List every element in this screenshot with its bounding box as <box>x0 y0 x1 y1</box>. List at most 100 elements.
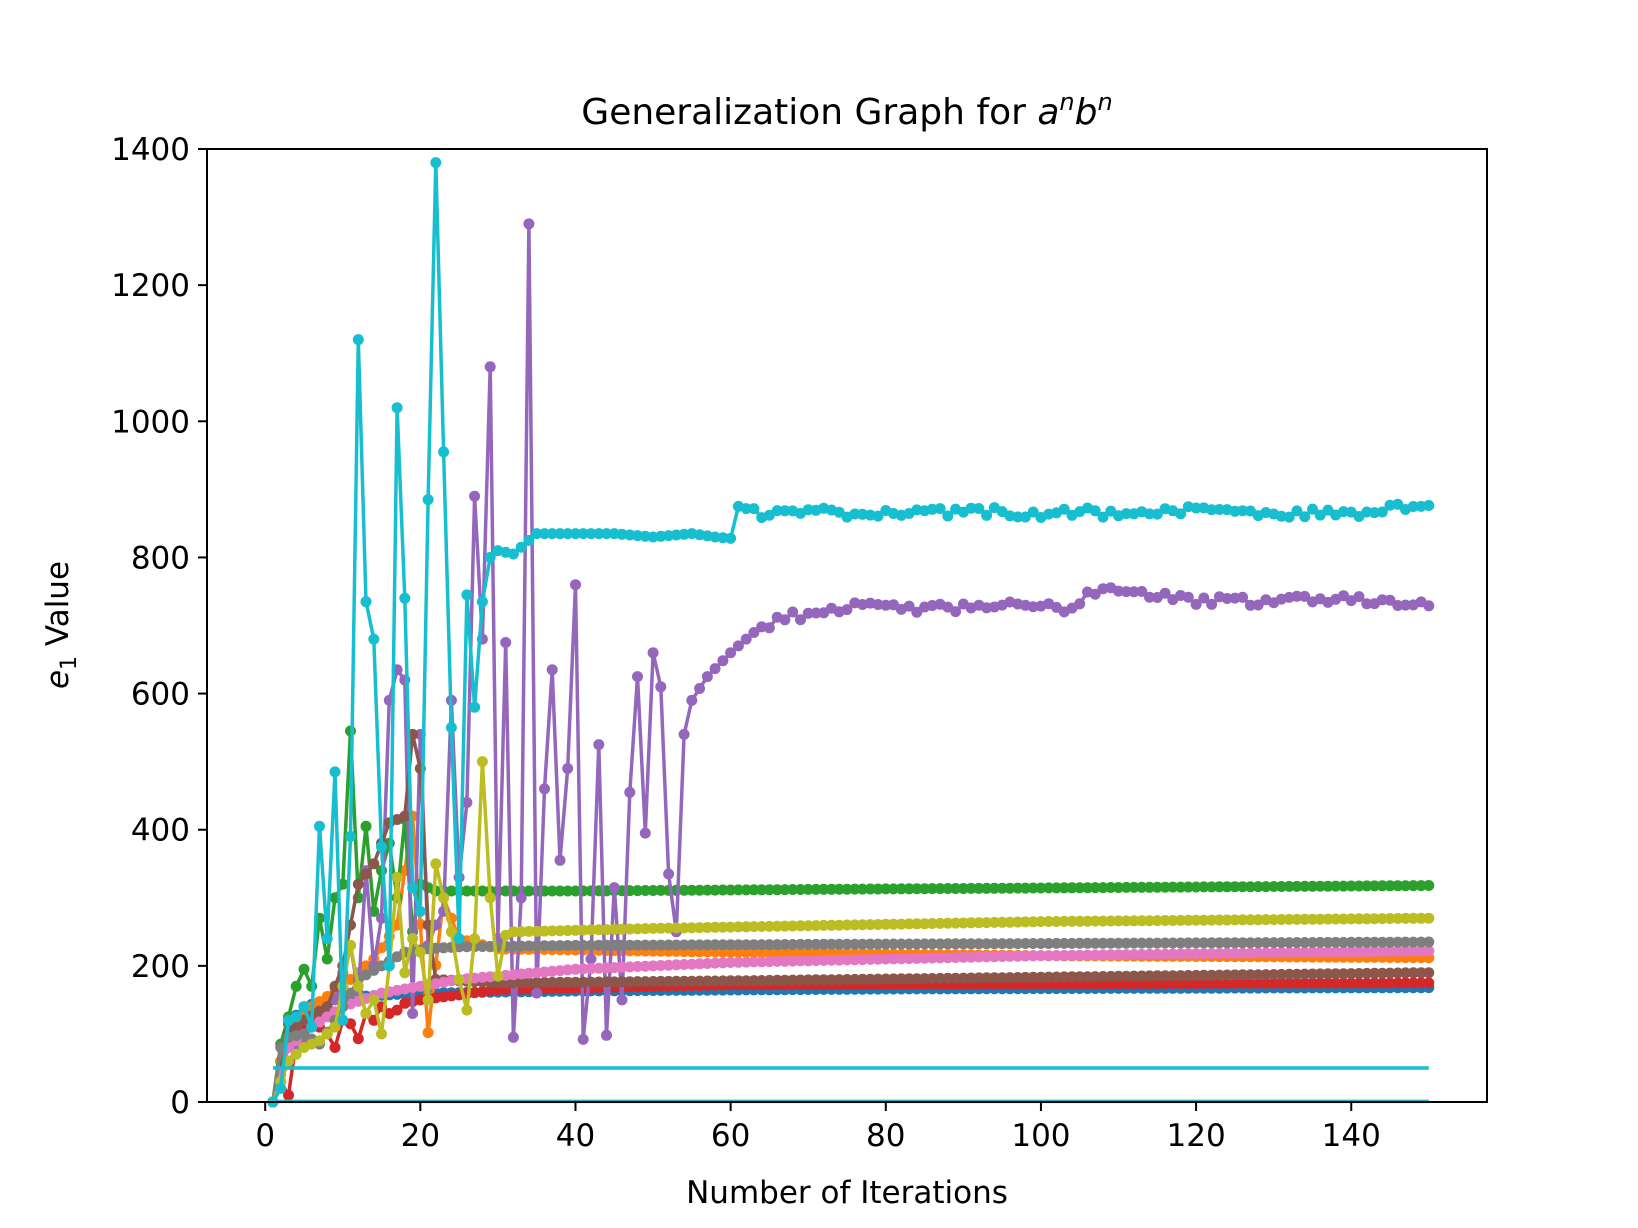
data-point <box>1051 971 1062 983</box>
data-point <box>1338 936 1349 948</box>
data-point <box>1213 937 1225 949</box>
data-point <box>732 946 744 958</box>
data-point <box>756 921 768 932</box>
data-point <box>1206 914 1218 926</box>
data-point <box>1229 969 1241 981</box>
data-point <box>1213 969 1225 981</box>
data-point <box>1407 880 1419 892</box>
data-point <box>725 939 737 951</box>
data-point <box>531 977 543 988</box>
data-point <box>585 953 597 965</box>
data-point <box>1019 882 1031 894</box>
data-point <box>864 973 876 985</box>
data-point <box>996 916 1008 928</box>
data-point <box>1423 600 1435 612</box>
data-point <box>1400 977 1411 989</box>
data-point <box>453 933 465 945</box>
data-point <box>1237 505 1249 517</box>
data-point <box>911 606 923 618</box>
data-point <box>1314 913 1326 925</box>
data-point <box>1089 588 1101 600</box>
data-point <box>1128 949 1140 960</box>
data-point <box>1299 880 1311 892</box>
data-point <box>1136 937 1148 949</box>
y-tick-label: 200 <box>131 949 190 985</box>
data-point <box>639 923 651 935</box>
data-point <box>756 956 768 968</box>
data-point <box>872 938 884 950</box>
data-point <box>678 975 690 987</box>
data-point <box>988 938 1000 950</box>
y-tick-label: 1400 <box>111 132 190 168</box>
data-point <box>438 942 450 954</box>
data-point <box>1376 946 1388 957</box>
data-point <box>686 958 698 970</box>
data-point <box>298 1001 310 1013</box>
data-point <box>795 955 806 967</box>
data-point <box>942 917 954 929</box>
data-point <box>709 957 721 969</box>
data-point <box>632 976 643 988</box>
data-point <box>554 885 566 897</box>
data-point <box>1376 936 1388 948</box>
data-point <box>1175 914 1187 926</box>
data-point <box>1252 947 1264 959</box>
data-point <box>1097 882 1109 894</box>
data-point <box>1120 508 1132 520</box>
data-point <box>546 885 558 897</box>
data-point <box>329 1021 341 1033</box>
data-point <box>290 1021 302 1033</box>
data-point <box>360 868 372 880</box>
data-point <box>1244 947 1256 959</box>
data-point <box>686 884 698 896</box>
data-point <box>795 947 806 959</box>
plot-area <box>267 157 1435 1108</box>
data-point <box>988 916 1000 928</box>
data-point <box>701 939 713 951</box>
data-point <box>818 954 830 966</box>
data-point <box>818 974 830 986</box>
data-point <box>1423 977 1435 989</box>
data-point <box>1128 586 1140 598</box>
data-point <box>1338 946 1349 958</box>
data-point <box>655 922 667 934</box>
data-point <box>484 361 496 373</box>
data-point <box>290 980 302 992</box>
data-point <box>1182 978 1194 990</box>
data-point <box>523 977 535 989</box>
data-point <box>864 919 876 931</box>
data-point <box>1376 880 1388 892</box>
data-point <box>1376 967 1388 979</box>
y-axis-label: e1 Value <box>40 561 82 689</box>
y-tick-label: 600 <box>131 677 190 713</box>
data-point <box>857 938 868 950</box>
data-point <box>1012 950 1024 962</box>
data-point <box>1120 915 1132 927</box>
data-point <box>1066 937 1078 949</box>
data-point <box>833 954 845 966</box>
data-point <box>1128 915 1140 927</box>
axes-frame <box>206 148 1488 1103</box>
data-point <box>554 976 566 988</box>
data-point <box>1384 913 1396 924</box>
data-point <box>701 975 713 987</box>
data-point <box>826 919 837 931</box>
chart-title-b: b <box>1075 92 1098 133</box>
data-point <box>1221 937 1233 949</box>
data-point <box>608 923 620 935</box>
data-point <box>740 884 752 896</box>
data-point <box>1004 882 1016 894</box>
x-tick-label: 80 <box>866 1118 905 1154</box>
data-point <box>360 1008 372 1019</box>
data-point <box>1307 913 1318 925</box>
data-point <box>1268 977 1280 989</box>
data-point <box>1268 881 1280 892</box>
data-point <box>810 974 822 986</box>
data-point <box>647 885 659 896</box>
data-point <box>608 882 620 894</box>
data-point <box>1268 937 1280 949</box>
data-point <box>1322 977 1334 989</box>
data-point <box>1361 967 1373 979</box>
data-point <box>740 939 752 951</box>
data-point <box>1291 977 1303 989</box>
